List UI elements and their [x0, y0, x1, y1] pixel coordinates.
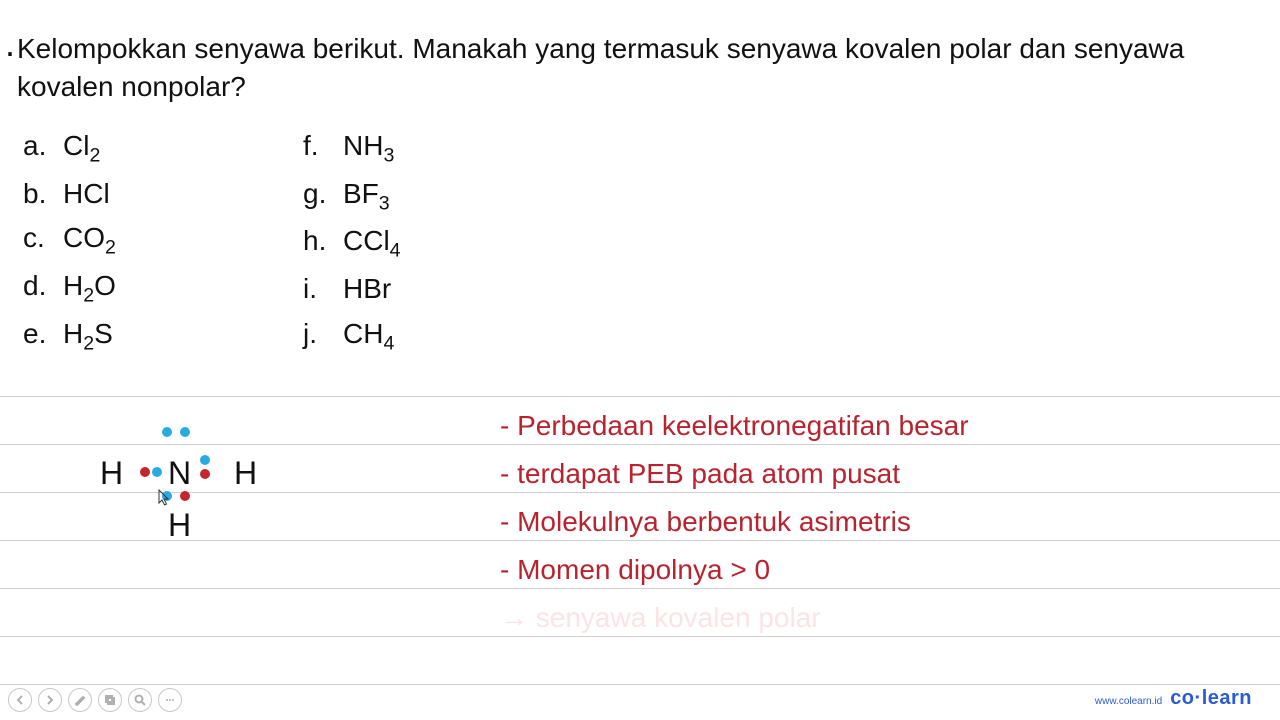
lewis-electron-dot [180, 427, 190, 437]
compound-formula: Cl2 [63, 124, 100, 172]
compound-formula: H2O [63, 264, 116, 312]
compound-letter: c. [23, 216, 63, 261]
compound-letter: g. [303, 172, 343, 217]
compound-item: a.Cl2 [23, 124, 303, 172]
more-button[interactable] [158, 688, 182, 712]
question: . Kelompokkan senyawa berikut. Manakah y… [5, 30, 1260, 106]
compound-letter: e. [23, 312, 63, 357]
compound-item: d.H2O [23, 264, 303, 312]
compound-item: c.CO2 [23, 216, 303, 264]
lewis-atom: H [168, 507, 191, 544]
compound-letter: h. [303, 219, 343, 264]
note-line: - Momen dipolnya > 0 [500, 546, 1250, 594]
lewis-structure-area: HNHH [30, 396, 500, 692]
compound-column-left: a.Cl2b.HClc.CO2d.H2Oe.H2S [23, 124, 303, 361]
question-text: Kelompokkan senyawa berikut. Manakah yan… [17, 30, 1260, 106]
brand-logo: co·learn [1170, 687, 1252, 710]
compound-letter: a. [23, 124, 63, 169]
compound-letter: i. [303, 267, 343, 312]
lewis-electron-dot [162, 427, 172, 437]
zoom-button[interactable] [128, 688, 152, 712]
compound-list: a.Cl2b.HClc.CO2d.H2Oe.H2S f.NH3g.BF3h.CC… [23, 124, 1260, 361]
compound-formula: NH3 [343, 124, 394, 172]
compound-column-right: f.NH3g.BF3h.CCl4i.HBrj.CH4 [303, 124, 583, 361]
answer-area: HNHH - Perbedaan keelektronegatifan besa… [0, 396, 1280, 692]
lewis-atom: H [100, 455, 123, 492]
lewis-structure: HNHH [100, 419, 270, 539]
notes-list: - Perbedaan keelektronegatifan besar- te… [500, 396, 1250, 692]
compound-letter: d. [23, 264, 63, 309]
brand: www.colearn.id co·learn [1095, 687, 1252, 710]
compound-item: i.HBr [303, 267, 583, 312]
lewis-atom: N [168, 455, 191, 492]
note-line: - terdapat PEB pada atom pusat [500, 450, 1250, 498]
cursor-icon [158, 489, 172, 512]
lewis-electron-dot [200, 469, 210, 479]
lewis-electron-dot [200, 455, 210, 465]
lewis-electron-dot [180, 491, 190, 501]
prev-button[interactable] [8, 688, 32, 712]
compound-letter: j. [303, 312, 343, 357]
compound-item: b.HCl [23, 172, 303, 217]
pen-button[interactable] [68, 688, 92, 712]
compound-formula: HBr [343, 267, 391, 312]
brand-url: www.colearn.id [1095, 696, 1162, 707]
lewis-atom: H [234, 455, 257, 492]
compound-formula: CO2 [63, 216, 116, 264]
compound-formula: BF3 [343, 172, 390, 220]
question-bullet: . [5, 30, 17, 106]
note-line: - Molekulnya berbentuk asimetris [500, 498, 1250, 546]
compound-formula: HCl [63, 172, 110, 217]
lewis-electron-dot [152, 467, 162, 477]
compound-formula: CCl4 [343, 219, 401, 267]
note-conclusion-faded: → senyawa kovalen polar [500, 594, 1250, 642]
copy-button[interactable] [98, 688, 122, 712]
toolbar: www.colearn.id co·learn [0, 680, 1280, 720]
compound-item: g.BF3 [303, 172, 583, 220]
compound-item: j.CH4 [303, 312, 583, 360]
compound-formula: CH4 [343, 312, 394, 360]
lewis-electron-dot [140, 467, 150, 477]
next-button[interactable] [38, 688, 62, 712]
compound-letter: b. [23, 172, 63, 217]
compound-item: f.NH3 [303, 124, 583, 172]
compound-item: h.CCl4 [303, 219, 583, 267]
note-line: - Perbedaan keelektronegatifan besar [500, 402, 1250, 450]
compound-item: e.H2S [23, 312, 303, 360]
compound-letter: f. [303, 124, 343, 169]
compound-formula: H2S [63, 312, 113, 360]
